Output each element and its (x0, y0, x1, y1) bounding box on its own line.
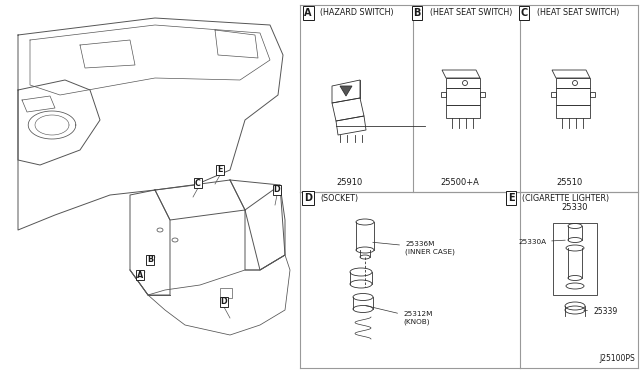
Text: (CIGARETTE LIGHTER): (CIGARETTE LIGHTER) (522, 193, 609, 202)
Text: 25312M
(KNOB): 25312M (KNOB) (365, 306, 433, 325)
Text: 25330A: 25330A (518, 239, 565, 245)
Text: E: E (508, 193, 515, 203)
Text: B: B (413, 8, 420, 18)
Text: D: D (221, 298, 227, 307)
Bar (220, 288, 232, 298)
Text: D: D (304, 193, 312, 203)
Text: (HEAT SEAT SWITCH): (HEAT SEAT SWITCH) (537, 9, 620, 17)
Text: 25336M
(INNER CASE): 25336M (INNER CASE) (372, 241, 455, 255)
Polygon shape (340, 86, 352, 96)
Text: B: B (147, 256, 153, 264)
Bar (590, 92, 595, 97)
Text: 25330: 25330 (562, 203, 588, 212)
Bar (441, 92, 446, 97)
Text: 25510: 25510 (557, 178, 583, 187)
Text: A: A (137, 270, 143, 279)
Text: D: D (274, 186, 280, 195)
Text: C: C (520, 8, 527, 18)
Text: (HEAT SEAT SWITCH): (HEAT SEAT SWITCH) (430, 9, 513, 17)
Text: A: A (304, 8, 312, 18)
Bar (0, 0, 298, 372)
Text: 25339: 25339 (584, 308, 617, 317)
Text: J25100PS: J25100PS (599, 354, 635, 363)
Text: E: E (218, 166, 223, 174)
Text: 25500+A: 25500+A (440, 178, 479, 187)
Bar (480, 92, 485, 97)
Text: 25910: 25910 (337, 178, 363, 187)
Text: C: C (195, 179, 201, 187)
Text: (SOCKET): (SOCKET) (320, 193, 358, 202)
Bar (551, 92, 556, 97)
Bar (553, 223, 597, 295)
Text: (HAZARD SWITCH): (HAZARD SWITCH) (320, 9, 394, 17)
